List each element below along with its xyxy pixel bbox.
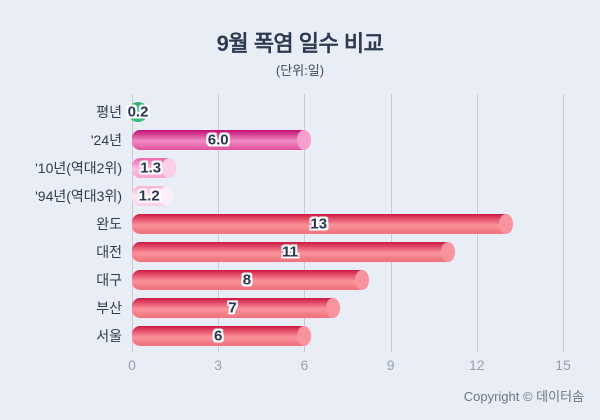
value-label: 0.2 (127, 103, 149, 121)
bar-end-cap (326, 298, 341, 318)
x-tick-label: 6 (300, 357, 309, 373)
category-label: '94년(역대3위) (35, 188, 122, 204)
value-label: 6 (214, 327, 223, 345)
bar-end-cap (297, 130, 312, 150)
category-label: '24년 (90, 132, 122, 148)
category-label: 대전 (96, 244, 122, 260)
bar-end-cap (162, 158, 177, 178)
x-tick-label: 3 (214, 357, 223, 373)
category-label: 부산 (96, 300, 122, 316)
bar-'94년(역대3위) (132, 186, 174, 206)
x-tick-label: 15 (555, 357, 571, 373)
value-label: 8 (242, 271, 252, 289)
value-label: 13 (310, 215, 328, 233)
bar-대전 (132, 242, 456, 262)
category-label: 대구 (96, 272, 122, 288)
category-label: 완도 (96, 216, 122, 232)
value-label: 1.3 (140, 159, 162, 177)
gridline (563, 94, 564, 352)
bar-end-cap (441, 242, 456, 262)
bar-end-cap (159, 186, 174, 206)
category-label: 서울 (96, 328, 122, 344)
x-tick-label: 9 (386, 357, 395, 373)
bar-완도 (132, 214, 513, 234)
category-label: '10년(역대2위) (35, 160, 122, 176)
value-label: 1.2 (138, 187, 160, 205)
bar-서울 (132, 326, 312, 346)
copyright-text: Copyright © 데이터솜 (463, 389, 584, 404)
category-label: 평년 (96, 104, 122, 120)
chart-unit-label: (단위:일) (275, 63, 325, 78)
value-label: 11 (282, 243, 298, 261)
bar-대구 (132, 270, 369, 290)
x-tick-label: 12 (469, 357, 485, 373)
bar-end-cap (354, 270, 369, 290)
bar-부산 (132, 298, 341, 318)
value-label: 7 (228, 299, 237, 317)
bar-end-cap (297, 326, 312, 346)
bar-'10년(역대2위) (132, 158, 177, 178)
chart-title: 9월 폭염 일수 비교 (216, 31, 384, 56)
bar-'24년 (132, 130, 312, 150)
bar-end-cap (498, 214, 513, 234)
x-tick-label: 0 (128, 357, 136, 373)
bar-평년 (128, 102, 148, 122)
value-label: 6.0 (207, 131, 229, 149)
